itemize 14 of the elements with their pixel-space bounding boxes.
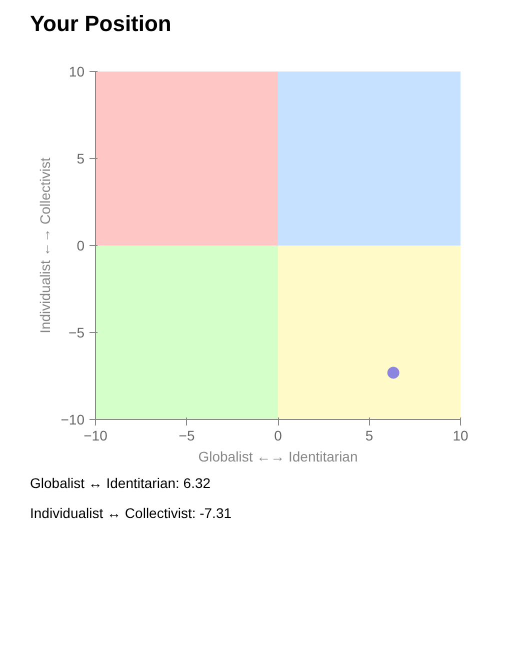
x-tick-label: 10 bbox=[452, 428, 468, 444]
y-tick-label: 5 bbox=[76, 150, 85, 167]
y-tick-label: −5 bbox=[68, 324, 85, 341]
y-tick-label: 0 bbox=[76, 238, 85, 254]
text: Globalist ↔ Identitarian: 6.32 bbox=[30, 474, 211, 494]
x-tick-label: −5 bbox=[178, 428, 195, 444]
y-tick-label: −10 bbox=[60, 412, 85, 428]
x-tick-label: 5 bbox=[365, 428, 374, 444]
text: Individualist ↔ Collectivist: -7.31 bbox=[30, 504, 232, 524]
y-axis-title: Individualist ←→ Collectivist bbox=[36, 158, 53, 334]
x-axis-title: Globalist ←→ Identitarian bbox=[198, 448, 358, 465]
chart-title: Your Position bbox=[30, 10, 172, 38]
y-tick-label: 10 bbox=[68, 64, 85, 80]
x-tick-label: 0 bbox=[274, 428, 282, 444]
